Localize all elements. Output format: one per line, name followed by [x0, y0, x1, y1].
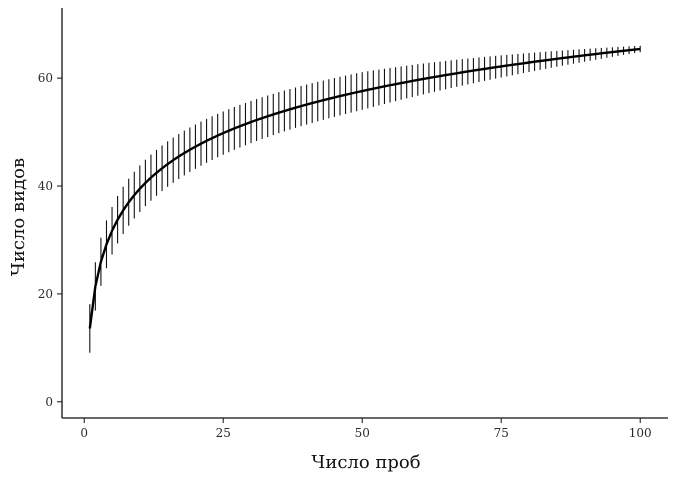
x-tick-label: 0	[80, 426, 88, 440]
x-tick-label: 100	[629, 426, 652, 440]
x-tick-label: 25	[216, 426, 231, 440]
x-axis: 0 25 50 75 100	[62, 417, 668, 440]
mean-curve	[88, 47, 641, 329]
error-bars	[89, 45, 641, 353]
plot-area	[88, 45, 641, 353]
y-tick-label: 20	[38, 287, 53, 301]
y-tick-label: 40	[38, 179, 53, 193]
x-axis-title: Число проб	[311, 452, 420, 473]
y-axis: 0 20 40 60	[38, 8, 63, 418]
y-tick-label: 60	[38, 71, 53, 85]
y-axis-title: Число видов	[8, 158, 29, 276]
y-tick-label: 0	[45, 395, 53, 409]
x-tick-label: 75	[494, 426, 509, 440]
x-tick-label: 50	[355, 426, 370, 440]
